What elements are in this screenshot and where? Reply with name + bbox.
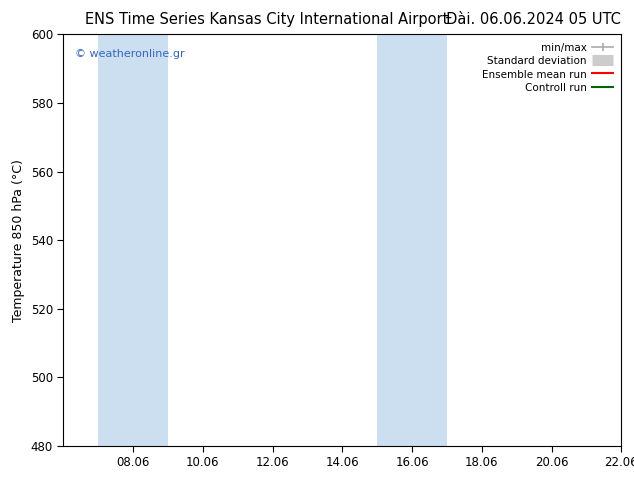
Bar bbox=[98, 34, 168, 446]
Text: Đài. 06.06.2024 05 UTC: Đài. 06.06.2024 05 UTC bbox=[446, 12, 621, 27]
Text: ENS Time Series Kansas City International Airport: ENS Time Series Kansas City Internationa… bbox=[84, 12, 448, 27]
Bar bbox=[377, 34, 447, 446]
Text: © weatheronline.gr: © weatheronline.gr bbox=[75, 49, 184, 59]
Legend: min/max, Standard deviation, Ensemble mean run, Controll run: min/max, Standard deviation, Ensemble me… bbox=[479, 40, 616, 96]
Y-axis label: Temperature 850 hPa (°C): Temperature 850 hPa (°C) bbox=[12, 159, 25, 321]
